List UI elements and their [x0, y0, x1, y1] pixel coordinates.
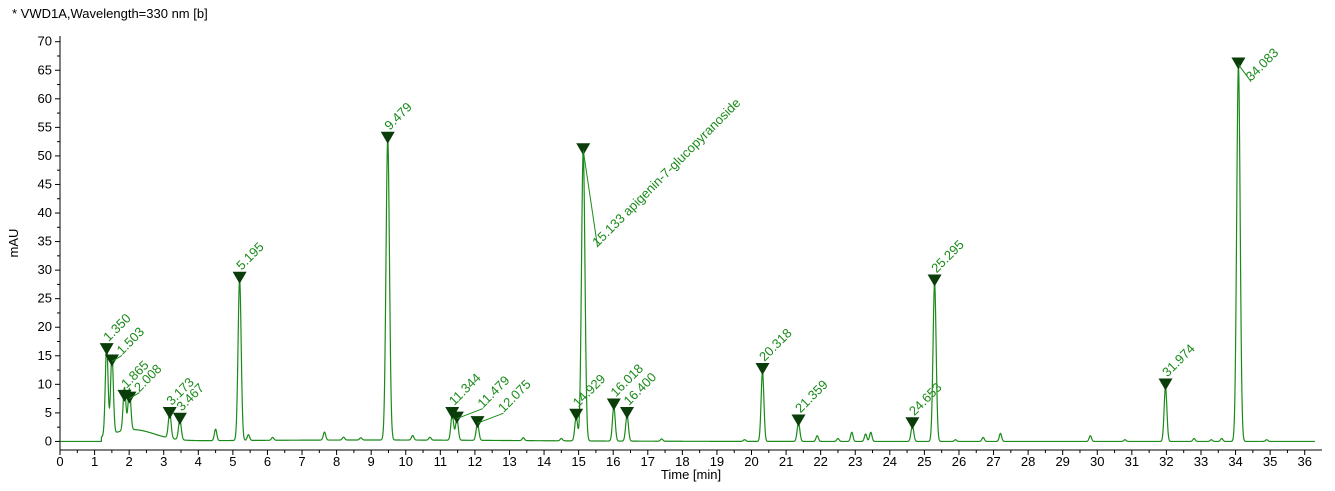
- y-axis-title: mAU: [6, 229, 21, 258]
- x-tick-label: 31: [1125, 454, 1139, 469]
- peak-marker: [620, 407, 635, 420]
- peak-labels: 1.3501.5031.8652.0083.1733.4675.1959.479…: [100, 45, 1282, 424]
- peak-leader-line: [1238, 64, 1252, 82]
- peak-label: 34.083: [1243, 45, 1282, 84]
- peak-leader-line: [477, 412, 504, 424]
- peak-label: 25.295: [928, 237, 967, 276]
- y-tick-label: 35: [38, 234, 52, 249]
- peak-marker: [927, 274, 942, 287]
- y-tick-label: 40: [38, 205, 52, 220]
- x-tick-label: 25: [917, 454, 931, 469]
- peak-marker: [791, 414, 806, 427]
- y-tick-label: 45: [38, 176, 52, 191]
- x-tick-label: 6: [264, 454, 271, 469]
- x-tick-label: 21: [779, 454, 793, 469]
- peak-leader-line: [129, 392, 140, 400]
- peak-marker: [1231, 57, 1246, 70]
- peak-markers: [99, 57, 1246, 430]
- y-tick-label: 0: [45, 433, 52, 448]
- x-tick-label: 27: [986, 454, 1000, 469]
- y-tick-label: 20: [38, 319, 52, 334]
- chart-title: * VWD1A,Wavelength=330 nm [b]: [12, 6, 208, 21]
- x-tick-label: 9: [368, 454, 375, 469]
- peak-label: 20.318: [756, 325, 795, 364]
- x-tick-label: 11: [434, 454, 448, 469]
- x-tick-label: 1: [91, 454, 98, 469]
- x-tick-label: 20: [744, 454, 758, 469]
- peak-marker: [99, 343, 114, 356]
- x-tick-label: 28: [1021, 454, 1035, 469]
- y-tick-label: 65: [38, 62, 52, 77]
- x-tick-label: 3: [160, 454, 167, 469]
- y-tick-label: 25: [38, 291, 52, 306]
- peak-marker: [104, 354, 119, 367]
- peak-leader-line: [456, 408, 484, 420]
- peak-marker: [1158, 378, 1173, 391]
- x-tick-label: 14: [537, 454, 551, 469]
- x-tick-label: 15: [571, 454, 585, 469]
- x-tick-label: 30: [1090, 454, 1104, 469]
- x-tick-label: 19: [710, 454, 724, 469]
- peak-marker: [162, 407, 177, 420]
- x-tick-label: 23: [848, 454, 862, 469]
- x-tick-label: 17: [641, 454, 655, 469]
- peak-marker: [172, 412, 187, 425]
- x-tick-label: 32: [1159, 454, 1173, 469]
- y-tick-label: 50: [38, 148, 52, 163]
- x-tick-label: 10: [399, 454, 413, 469]
- x-tick-label: 22: [813, 454, 827, 469]
- x-tick-label: 2: [126, 454, 133, 469]
- peak-leader-line: [582, 150, 599, 248]
- peak-marker: [122, 391, 137, 404]
- x-tick-label: 35: [1263, 454, 1277, 469]
- peak-marker: [576, 143, 591, 156]
- peak-label: 9.479: [381, 99, 415, 133]
- trace-group: [60, 66, 1315, 443]
- peak-label: 31.974: [1159, 341, 1198, 380]
- y-tick-label: 70: [38, 34, 52, 49]
- y-tick-label: 5: [45, 405, 52, 420]
- peak-leader-line: [111, 355, 123, 362]
- y-tick-label: 30: [38, 262, 52, 277]
- peak-label: 15.133 apigenin-7-glucopyranoside: [589, 95, 743, 249]
- x-tick-label: 24: [883, 454, 897, 469]
- x-axis-title: Time [min]: [661, 467, 721, 482]
- peak-label: 24.653: [906, 380, 945, 419]
- x-tick-label: 13: [502, 454, 516, 469]
- x-tick-label: 5: [229, 454, 236, 469]
- x-tick-label: 34: [1228, 454, 1242, 469]
- peak-marker: [470, 416, 485, 429]
- x-tick-label: 8: [333, 454, 340, 469]
- peak-marker: [606, 398, 621, 411]
- peak-marker: [380, 131, 395, 144]
- x-tick-label: 18: [675, 454, 689, 469]
- peak-label: 14.929: [570, 371, 609, 410]
- y-tick-label: 60: [38, 91, 52, 106]
- peak-marker: [755, 363, 770, 376]
- x-tick-label: 4: [195, 454, 202, 469]
- y-tick-label: 55: [38, 119, 52, 134]
- x-tick-label: 33: [1194, 454, 1208, 469]
- x-tick-label: 29: [1055, 454, 1069, 469]
- y-tick-label: 15: [38, 348, 52, 363]
- y-tick-label: 10: [38, 376, 52, 391]
- x-tick-label: 7: [298, 454, 305, 469]
- trace-line: [60, 66, 1315, 443]
- x-tick-label: 12: [468, 454, 482, 469]
- x-tick-label: 26: [952, 454, 966, 469]
- peak-label: 5.195: [233, 239, 267, 273]
- x-tick-label: 36: [1297, 454, 1311, 469]
- peak-marker: [569, 408, 584, 421]
- peak-marker: [449, 411, 464, 424]
- peak-marker: [232, 271, 247, 284]
- axes: 0 1 2 3 4 5 6 7 8 9 10 11 12 13 14 15 16 17 18 19 20 21 22 23 24…: [38, 34, 1322, 469]
- x-tick-label: 0: [56, 454, 63, 469]
- peak-label: 21.359: [792, 377, 831, 416]
- x-tick-label: 16: [606, 454, 620, 469]
- peak-marker: [905, 417, 920, 430]
